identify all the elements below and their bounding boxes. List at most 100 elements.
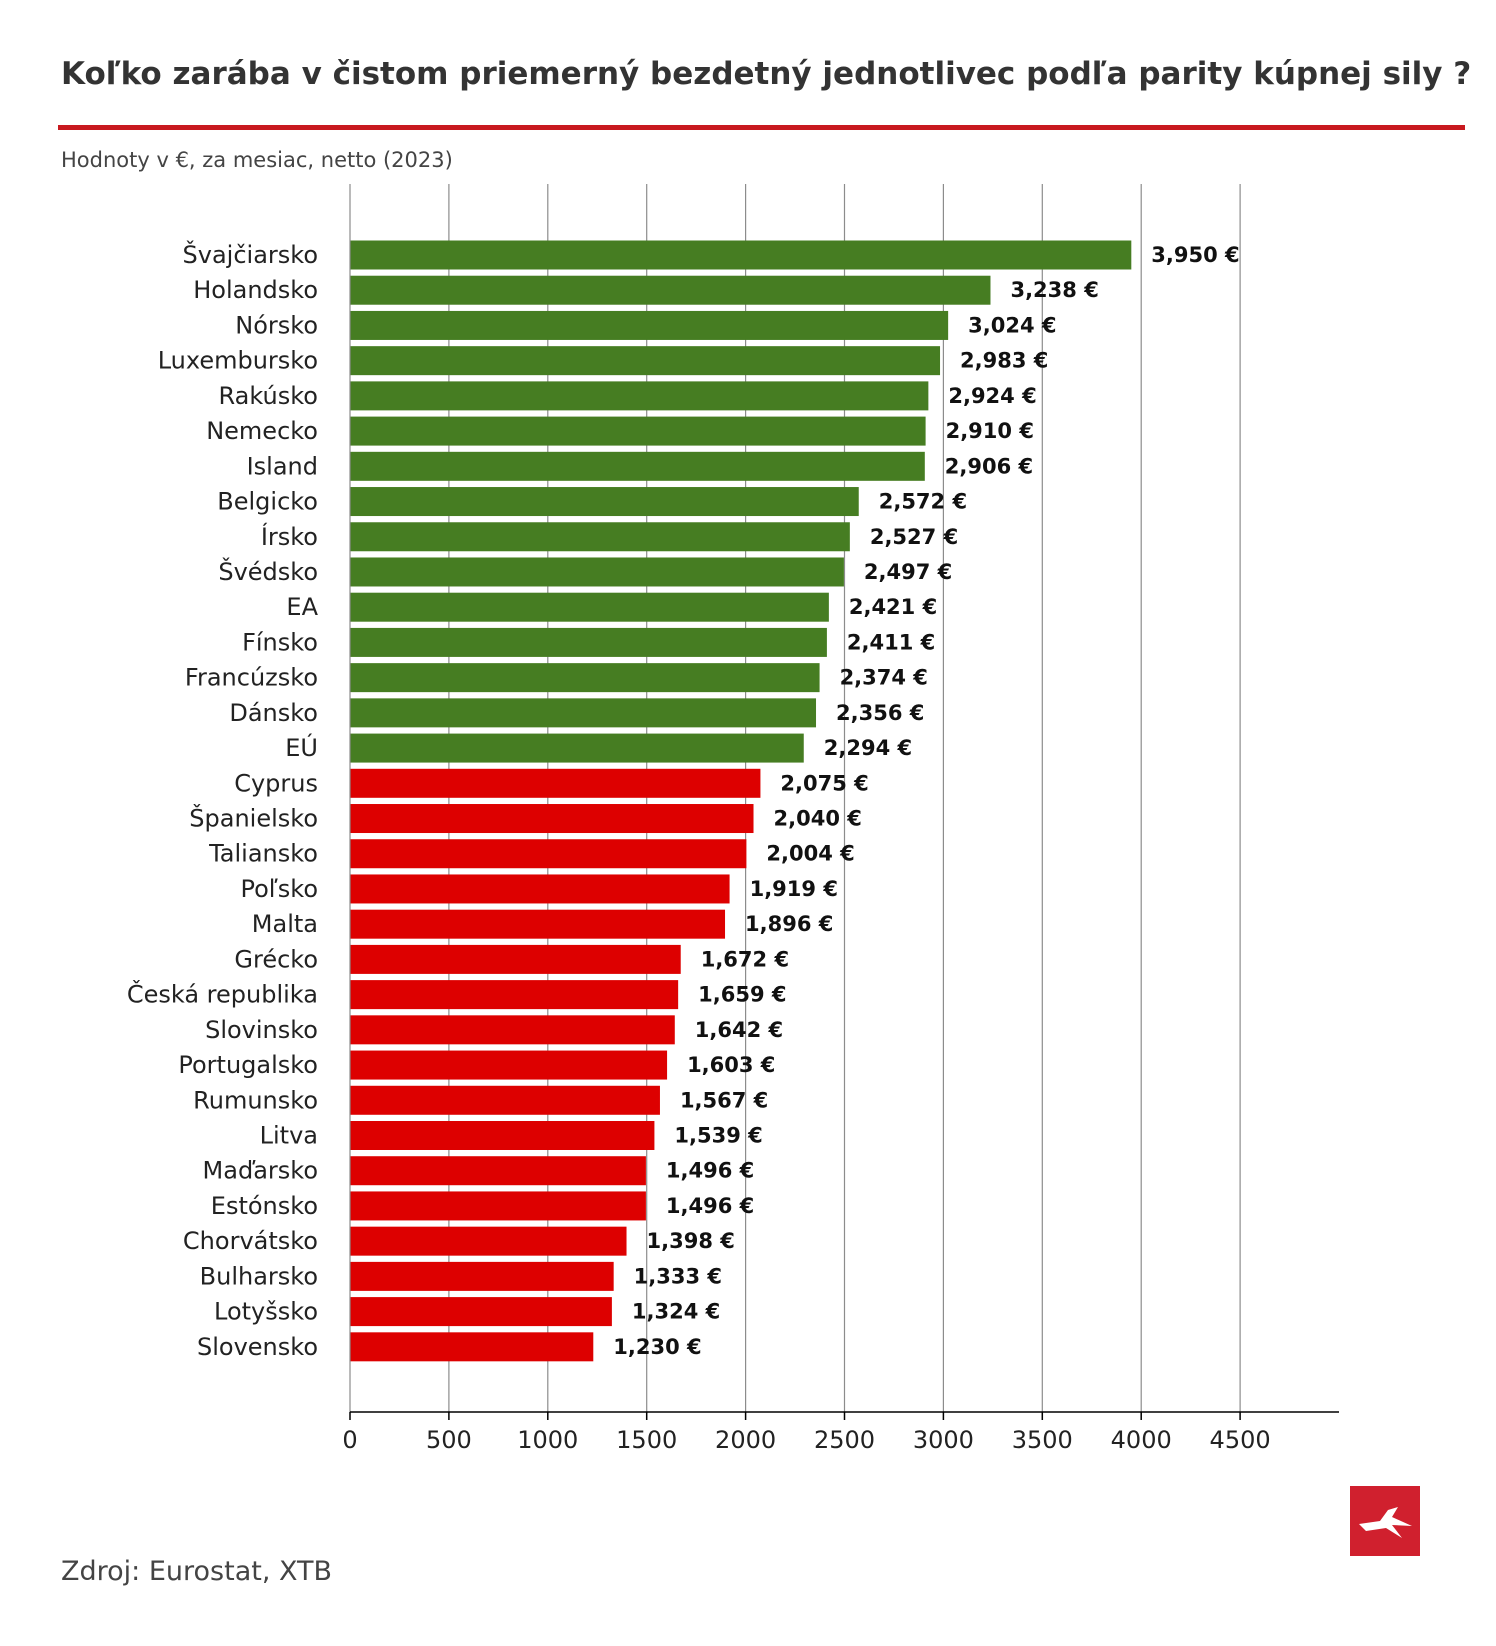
category-label: Dánsko bbox=[229, 699, 318, 727]
bar bbox=[350, 1015, 675, 1045]
category-label: Švédsko bbox=[218, 556, 318, 586]
x-tick-label: 500 bbox=[426, 1426, 472, 1454]
x-tick-label: 1500 bbox=[616, 1426, 677, 1454]
bar bbox=[350, 275, 991, 305]
bar bbox=[350, 487, 859, 517]
bar-chart: 3,950 € 3,238 € 3,024 € 2,983 € 2,924 € 2,910… bbox=[127, 184, 1339, 1454]
x-tick-label: 2500 bbox=[814, 1426, 875, 1454]
category-label: Taliansko bbox=[208, 840, 318, 868]
source-note: Zdroj: Eurostat, XTB bbox=[61, 1556, 333, 1587]
bar bbox=[350, 627, 827, 657]
bar bbox=[350, 909, 726, 939]
data-label: 2,910 € bbox=[946, 419, 1034, 443]
bar bbox=[350, 381, 929, 411]
data-label: 1,672 € bbox=[701, 947, 789, 971]
category-label: Fínsko bbox=[242, 628, 318, 656]
category-label: Litva bbox=[260, 1122, 318, 1150]
category-label: Holandsko bbox=[193, 276, 318, 304]
category-label: Francúzsko bbox=[185, 664, 318, 692]
bar bbox=[350, 1261, 614, 1291]
bar bbox=[350, 416, 926, 446]
bars bbox=[350, 240, 1132, 1362]
bar bbox=[350, 944, 681, 974]
bar bbox=[350, 310, 949, 340]
data-label: 2,040 € bbox=[774, 807, 862, 831]
data-label: 1,919 € bbox=[750, 877, 838, 901]
category-labels: Švajčiarsko Holandsko Nórsko Luxembursko Rak… bbox=[127, 239, 319, 1361]
bar bbox=[350, 1226, 627, 1256]
category-label: Grécko bbox=[234, 945, 318, 973]
category-label: Poľsko bbox=[240, 875, 318, 903]
category-label: Nórsko bbox=[235, 311, 318, 339]
data-label: 1,642 € bbox=[695, 1018, 783, 1042]
category-label: Maďarsko bbox=[203, 1157, 318, 1185]
data-label: 2,421 € bbox=[849, 595, 937, 619]
x-tick-label: 2000 bbox=[715, 1426, 776, 1454]
data-label: 2,983 € bbox=[960, 349, 1048, 373]
bar bbox=[350, 240, 1132, 270]
bar bbox=[350, 592, 829, 622]
bar bbox=[350, 804, 754, 834]
category-label: Slovinsko bbox=[205, 1016, 318, 1044]
xtb-logo-icon bbox=[1350, 1486, 1420, 1556]
bar bbox=[350, 1332, 594, 1362]
bar bbox=[350, 1121, 655, 1150]
category-label: Luxembursko bbox=[158, 347, 318, 375]
data-label: 1,603 € bbox=[687, 1053, 775, 1077]
category-label: Belgicko bbox=[217, 488, 318, 516]
data-label: 1,324 € bbox=[632, 1300, 720, 1324]
chart-title: Koľko zarába v čistom priemerný bezdetný… bbox=[61, 56, 1472, 92]
category-label: Estónsko bbox=[211, 1192, 318, 1220]
category-label: Česká republika bbox=[127, 979, 318, 1009]
data-label: 2,374 € bbox=[840, 666, 928, 690]
bar bbox=[350, 522, 850, 552]
category-label: Malta bbox=[252, 910, 318, 938]
category-label: Bulharsko bbox=[200, 1262, 318, 1290]
bar bbox=[350, 663, 820, 693]
x-tick-label: 4000 bbox=[1111, 1426, 1172, 1454]
category-label: Nemecko bbox=[206, 417, 318, 445]
bar bbox=[350, 1191, 646, 1221]
data-label: 2,004 € bbox=[766, 842, 854, 866]
title-divider bbox=[58, 125, 1465, 130]
data-label: 2,497 € bbox=[864, 560, 952, 584]
bar bbox=[350, 733, 804, 763]
x-tick-label: 3000 bbox=[913, 1426, 974, 1454]
category-label: Lotyšsko bbox=[214, 1298, 318, 1326]
data-label: 1,659 € bbox=[698, 983, 786, 1007]
bar bbox=[350, 557, 844, 587]
data-label: 2,411 € bbox=[847, 630, 935, 654]
category-label: Španielsko bbox=[189, 803, 318, 833]
bar bbox=[350, 1156, 646, 1186]
category-label: EA bbox=[286, 593, 318, 621]
x-tick-label: 1000 bbox=[517, 1426, 578, 1454]
category-label: Cyprus bbox=[234, 769, 318, 797]
category-label: Írsko bbox=[261, 522, 318, 551]
bar bbox=[350, 839, 747, 869]
data-label: 2,924 € bbox=[948, 384, 1036, 408]
data-label: 3,024 € bbox=[968, 313, 1056, 337]
data-label: 2,527 € bbox=[870, 525, 958, 549]
category-label: Island bbox=[247, 452, 318, 480]
data-label: 2,356 € bbox=[836, 701, 924, 725]
x-axis: 0 500 1000 1500 2000 2500 3000 3500 4000 4500 bbox=[342, 184, 1339, 1454]
category-label: Chorvátsko bbox=[183, 1227, 318, 1255]
category-label: Slovensko bbox=[197, 1333, 318, 1361]
data-label: 2,294 € bbox=[824, 736, 912, 760]
chart-subtitle: Hodnoty v €, za mesiac, netto (2023) bbox=[61, 148, 453, 172]
data-label: 2,906 € bbox=[945, 454, 1033, 478]
data-label: 1,333 € bbox=[634, 1264, 722, 1288]
category-label: Švajčiarsko bbox=[183, 239, 318, 269]
data-label: 1,496 € bbox=[666, 1194, 754, 1218]
bar bbox=[350, 980, 679, 1010]
data-label: 1,896 € bbox=[745, 912, 833, 936]
category-label: Rumunsko bbox=[193, 1086, 318, 1114]
data-label: 2,075 € bbox=[780, 771, 868, 795]
bar bbox=[350, 451, 925, 481]
category-label: EÚ bbox=[285, 732, 318, 762]
x-tick-label: 0 bbox=[342, 1426, 357, 1454]
bar bbox=[350, 768, 761, 798]
bar bbox=[350, 1050, 668, 1080]
bar bbox=[350, 874, 730, 904]
data-label: 3,950 € bbox=[1151, 243, 1239, 267]
